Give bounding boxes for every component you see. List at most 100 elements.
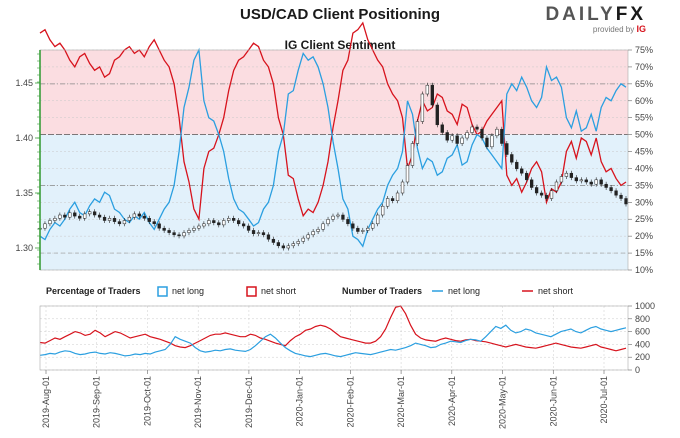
price-candle-body — [142, 215, 146, 219]
right-tick-label: 50% — [635, 130, 653, 140]
price-candle-body — [336, 214, 340, 217]
price-candle-body — [584, 179, 588, 183]
x-tick-label: 2019-Sep-01 — [92, 376, 102, 428]
chart-title: USD/CAD Client Positioning — [240, 6, 440, 23]
price-candle-body — [147, 218, 151, 222]
price-candle-body — [192, 227, 196, 231]
price-candle-body — [395, 192, 400, 201]
price-candle-body — [137, 213, 141, 217]
price-candle-body — [495, 128, 499, 137]
price-candle-body — [117, 221, 122, 225]
price-candle-body — [88, 211, 92, 215]
price-candle-body — [579, 179, 583, 182]
price-candle-body — [510, 154, 514, 163]
price-candle-body — [376, 214, 380, 225]
price-candle-body — [187, 230, 191, 233]
price-candle-body — [316, 229, 320, 232]
price-candle-body — [515, 161, 519, 170]
price-candle-body — [475, 126, 479, 130]
price-candle-body — [500, 128, 504, 144]
price-candle-body — [589, 181, 593, 185]
price-candle-body — [73, 212, 77, 217]
price-candle-body — [534, 187, 539, 194]
price-candle-body — [361, 230, 365, 232]
price-candle-body — [92, 211, 97, 216]
price-candle-body — [261, 232, 266, 236]
price-candle-body — [241, 223, 246, 227]
net-short-count-line — [39, 305, 627, 352]
legend-num-long: net long — [448, 286, 480, 296]
left-tick-label: 1.45 — [15, 78, 33, 88]
x-tick-label: 2020-Feb-01 — [345, 376, 355, 428]
upper-panel-axes: 1.45 1.40 1.35 1.30 75% 70% 65% 60% 55% 50% 45% 40%… — [15, 45, 653, 275]
price-candle-body — [202, 223, 206, 227]
lower-panel-grid — [40, 305, 628, 371]
price-candle-body — [420, 93, 425, 122]
price-candle-body — [351, 223, 355, 229]
lower-y-tick-label: 200 — [635, 352, 650, 362]
price-candle-body — [236, 220, 241, 225]
price-candle-body — [455, 135, 459, 144]
price-candle-body — [321, 223, 325, 230]
right-tick-label: 15% — [635, 248, 653, 258]
price-candle-body — [217, 222, 221, 226]
price-candle-body — [400, 181, 405, 194]
price-candle-body — [107, 218, 112, 221]
price-candle-body — [112, 218, 117, 222]
x-tick-label: 2020-Mar-01 — [396, 376, 406, 428]
price-candle-body — [286, 245, 290, 249]
logo-fx: FX — [615, 4, 646, 25]
price-candle-body — [604, 183, 608, 188]
price-candle-body — [415, 121, 420, 144]
price-candle-body — [430, 84, 434, 106]
lower-y-tick-label: 400 — [635, 339, 650, 349]
price-candle-body — [251, 230, 256, 234]
price-candle-body — [167, 230, 171, 233]
price-candle-body — [296, 241, 300, 244]
price-candle-body — [520, 168, 524, 174]
upper-panel-background — [40, 50, 628, 270]
right-tick-label: 30% — [635, 197, 653, 207]
net-long-count-line — [39, 324, 627, 358]
price-candle-body — [539, 192, 544, 196]
lower-panel-series — [39, 305, 627, 358]
legend-num-heading: Number of Traders — [342, 286, 422, 296]
price-candle-body — [197, 225, 201, 229]
right-tick-label: 65% — [635, 79, 653, 89]
right-tick-label: 55% — [635, 113, 653, 123]
legend-num-short: net short — [538, 286, 574, 296]
x-tick-label: 2019-Aug-01 — [41, 376, 51, 428]
price-candle-body — [232, 218, 236, 221]
price-candle-body — [405, 165, 410, 183]
left-tick-label: 1.30 — [15, 243, 33, 253]
price-candle-body — [266, 234, 271, 240]
left-tick-label: 1.40 — [15, 133, 33, 143]
net-long-pct-line — [39, 47, 627, 248]
price-candle-body — [485, 137, 489, 148]
price-candle-body — [58, 214, 62, 219]
price-candle-body — [311, 231, 315, 236]
legend-pct-heading: Percentage of Traders — [46, 286, 141, 296]
lower-y-tick-label: 1000 — [635, 301, 655, 311]
right-tick-label: 10% — [635, 265, 653, 275]
price-candle-body — [281, 245, 285, 249]
price-candle-body — [132, 213, 137, 218]
lower-y-tick-label: 800 — [635, 314, 650, 324]
price-candle-body — [346, 219, 350, 225]
price-candle-body — [549, 190, 554, 199]
price-candle-body — [172, 232, 176, 236]
price-candle-body — [390, 198, 395, 201]
price-candle-body — [326, 219, 330, 225]
price-candle-body — [440, 124, 444, 133]
price-candle-body — [127, 216, 132, 221]
lower-frame — [39, 305, 629, 371]
logo-daily: DAILY — [545, 4, 616, 25]
price-candle-body — [544, 194, 549, 199]
price-candle-body — [63, 214, 67, 218]
right-tick-label: 70% — [635, 62, 653, 72]
x-tick-label: 2020-Jan-01 — [295, 376, 305, 427]
x-tick-label: 2019-Dec-01 — [244, 376, 254, 428]
price-candle-body — [599, 179, 603, 185]
price-candle-body — [162, 227, 166, 231]
price-candle-body — [366, 227, 370, 231]
